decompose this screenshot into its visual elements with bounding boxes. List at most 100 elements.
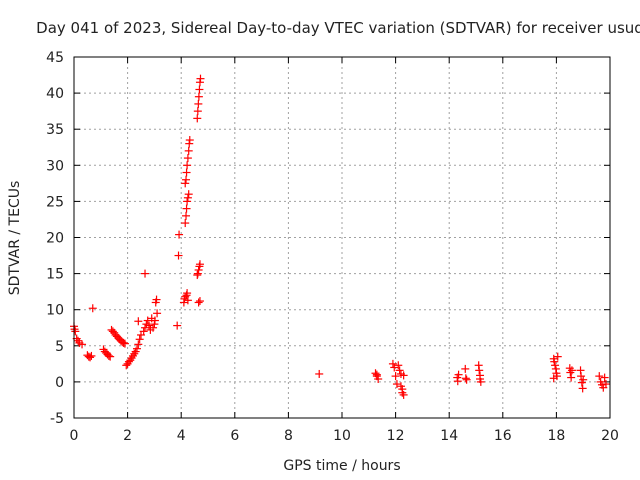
data-point [183,154,192,163]
data-point [578,384,587,393]
data-point [183,161,192,170]
data-point [567,373,576,382]
data-point [152,295,161,304]
data-point [104,351,113,360]
data-point [132,344,141,353]
y-tick-label: -5 [50,411,64,427]
data-point [150,316,159,325]
x-axis-label: GPS time / hours [283,458,400,474]
data-point [182,204,191,213]
data-point [595,372,604,381]
data-point [182,175,191,184]
data-point [399,371,408,380]
y-tick-label: 40 [46,86,64,102]
x-tick-label: 14 [440,428,458,444]
chart-title: Day 041 of 2023, Sidereal Day-to-day VTE… [36,19,640,37]
data-point [195,85,204,94]
x-tick-label: 12 [387,428,405,444]
data-point [195,297,204,306]
y-tick-label: 0 [55,375,64,391]
data-point [388,359,397,368]
data-point [195,260,204,269]
data-point [579,375,588,384]
data-point [193,107,202,116]
data-point [315,369,324,378]
data-point [391,372,400,381]
x-tick-label: 6 [230,428,239,444]
data-point [194,92,203,101]
data-point [394,361,403,370]
data-point [149,323,158,332]
data-point [183,296,192,305]
data-point [600,373,609,382]
axis-ticks: 0 2 4 6 8 10 12 14 16 18 20 -5 0 5 10 15 20 25 30 35 40 45 [46,50,619,444]
data-point [88,304,97,313]
data-point [145,321,154,330]
data-point [549,374,558,383]
y-axis-label: SDTVAR / TECUs [7,181,23,296]
data-point [183,289,192,298]
data-point [182,168,191,177]
data-point [183,193,192,202]
data-point [119,338,128,347]
data-point [139,327,148,336]
data-point [399,390,408,399]
data-point [454,370,463,379]
data-point [453,377,462,386]
y-tick-label: 15 [46,267,64,283]
x-tick-label: 4 [177,428,186,444]
data-point [182,211,191,220]
data-point [175,230,184,239]
data-point [476,375,485,384]
y-tick-label: 45 [46,50,64,66]
data-point [553,352,562,361]
data-point [395,366,404,375]
data-point [141,323,150,332]
data-point [78,340,87,349]
data-point [601,380,610,389]
data-point [173,321,182,330]
data-point [184,190,193,199]
data-point [566,368,575,377]
data-point [372,370,381,379]
data-point [134,317,143,326]
data-point [86,353,95,362]
data-point [461,374,470,383]
plot-frame [73,56,611,419]
x-tick-label: 16 [494,428,512,444]
y-tick-label: 25 [46,194,64,210]
y-tick-label: 35 [46,122,64,138]
data-point [550,357,559,366]
y-tick-label: 30 [46,158,64,174]
data-point [193,114,202,123]
x-tick-label: 8 [284,428,293,444]
x-tick-label: 18 [547,428,565,444]
data-point [193,269,202,278]
data-point [71,327,80,336]
data-point [390,363,399,372]
data-point [120,339,129,348]
data-point [181,219,190,228]
data-point [567,366,576,375]
data-point [174,251,183,260]
data-points [70,74,610,399]
data-point [106,352,115,361]
y-tick-label: 20 [46,231,64,247]
data-point [398,388,407,397]
data-point [194,99,203,108]
x-tick-label: 10 [333,428,351,444]
grid-lines [74,57,610,418]
x-tick-label: 0 [70,428,79,444]
x-tick-label: 20 [601,428,619,444]
data-point [184,146,193,155]
data-point [87,351,96,360]
y-tick-label: 10 [46,303,64,319]
data-point [74,336,83,345]
data-point [143,316,152,325]
data-point [392,380,401,389]
data-point [194,298,203,307]
data-point [183,197,192,206]
data-point [153,309,162,318]
data-point [462,375,471,384]
data-point [181,179,190,188]
